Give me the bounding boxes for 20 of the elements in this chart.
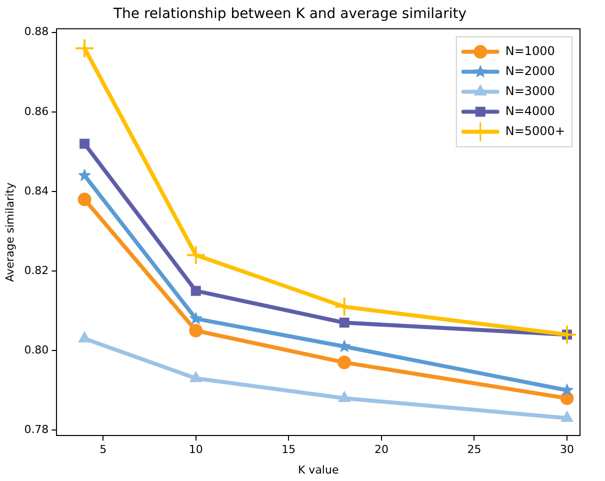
y-tick-label: 0.80: [24, 343, 49, 356]
x-tick-label: 5: [100, 443, 107, 456]
x-tick-label: 30: [560, 443, 574, 456]
x-tick-label: 20: [374, 443, 388, 456]
x-tick-label: 10: [188, 443, 203, 456]
x-axis-title: K value: [298, 463, 339, 476]
y-tick-label: 0.84: [24, 184, 49, 198]
chart-title: The relationship between K and average similarity: [112, 6, 467, 22]
y-tick-label: 0.86: [24, 104, 49, 118]
legend-label: N=4000: [505, 104, 555, 118]
x-tick-label: 25: [467, 443, 482, 456]
y-tick-label: 0.88: [24, 25, 49, 38]
x-tick-label: 15: [282, 443, 296, 456]
legend-label: N=3000: [505, 84, 555, 98]
y-axis-title: Average similarity: [3, 182, 16, 282]
legend-label: N=1000: [505, 44, 555, 58]
y-tick-label: 0.78: [24, 422, 49, 436]
y-tick-label: 0.82: [24, 264, 49, 277]
legend-label: N=2000: [505, 64, 555, 78]
legend-label: N=5000+: [505, 124, 565, 138]
